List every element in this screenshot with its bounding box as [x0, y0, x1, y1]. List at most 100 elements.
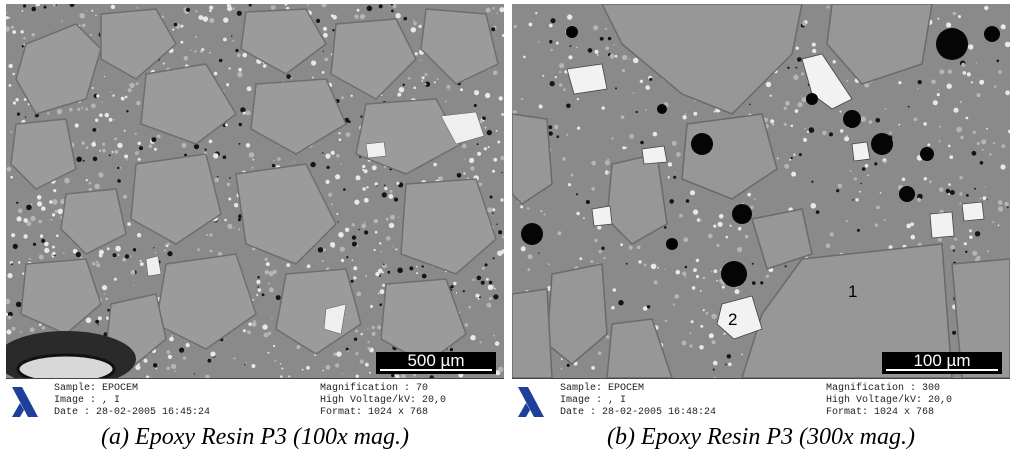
texture-speck — [421, 76, 425, 80]
texture-speck — [874, 162, 878, 166]
texture-speck — [958, 15, 961, 19]
texture-speck — [85, 317, 92, 324]
texture-speck — [949, 190, 955, 195]
date-text: Date : 28-02-2005 16:45:24 — [54, 407, 211, 418]
texture-speck — [363, 197, 369, 203]
texture-speck — [75, 251, 81, 258]
texture-speck — [336, 351, 342, 357]
texture-speck — [388, 194, 394, 199]
texture-speck — [657, 267, 660, 269]
texture-speck — [486, 277, 489, 281]
texture-speck — [139, 146, 143, 151]
texture-speck — [806, 130, 810, 133]
texture-speck — [587, 48, 593, 53]
texture-speck — [182, 356, 187, 360]
texture-speck — [251, 321, 257, 327]
texture-speck — [628, 245, 633, 250]
texture-speck — [272, 269, 277, 274]
texture-speck — [223, 17, 229, 23]
texture-speck — [184, 153, 187, 157]
texture-speck — [262, 324, 268, 330]
texture-speck — [620, 115, 625, 119]
texture-speck — [492, 169, 495, 173]
texture-speck — [206, 234, 208, 236]
texture-speck — [263, 332, 269, 338]
texture-speck — [246, 86, 252, 92]
texture-speck — [21, 10, 24, 12]
texture-speck — [363, 222, 366, 224]
texture-speck — [324, 57, 329, 62]
texture-speck — [88, 188, 93, 192]
texture-speck — [502, 235, 504, 239]
texture-speck — [695, 274, 699, 279]
texture-speck — [917, 197, 922, 202]
texture-speck — [224, 218, 227, 222]
texture-speck — [51, 213, 56, 217]
texture-speck — [846, 79, 849, 82]
texture-speck — [489, 195, 493, 199]
texture-speck — [473, 104, 477, 107]
texture-speck — [477, 298, 480, 300]
texture-speck — [123, 194, 127, 199]
texture-speck — [395, 248, 398, 251]
sem-micrograph-a: 500 µm — [6, 4, 504, 378]
texture-speck — [793, 74, 799, 81]
texture-speck — [69, 4, 75, 8]
texture-speck — [898, 81, 902, 85]
texture-speck — [374, 230, 378, 234]
texture-speck — [939, 69, 945, 75]
texture-speck — [956, 126, 962, 133]
texture-speck — [444, 100, 447, 103]
texture-speck — [462, 143, 467, 149]
texture-speck — [601, 106, 605, 110]
texture-speck — [245, 362, 247, 364]
texture-speck — [288, 375, 291, 378]
texture-speck — [181, 142, 187, 148]
texture-speck — [783, 122, 787, 126]
texture-speck — [726, 354, 731, 359]
texture-speck — [293, 161, 295, 163]
texture-speck — [547, 263, 550, 266]
texture-speck — [23, 4, 27, 8]
texture-speck — [492, 212, 494, 214]
texture-speck — [981, 139, 987, 145]
texture-speck — [102, 142, 106, 146]
voltage-text: High Voltage/kV: 20,0 — [826, 395, 953, 406]
texture-speck — [81, 106, 84, 109]
texture-speck — [365, 362, 369, 367]
texture-speck — [44, 241, 49, 247]
texture-speck — [366, 5, 373, 12]
texture-speck — [747, 192, 752, 197]
texture-speck — [690, 190, 695, 196]
texture-speck — [245, 110, 251, 116]
texture-speck — [931, 79, 936, 85]
texture-speck — [789, 158, 792, 161]
texture-speck — [901, 177, 906, 182]
texture-speck — [652, 131, 658, 137]
texture-speck — [312, 76, 314, 79]
texture-speck — [492, 70, 498, 76]
texture-speck — [860, 182, 862, 185]
texture-speck — [969, 235, 973, 239]
texture-speck — [825, 243, 831, 248]
texture-speck — [194, 50, 197, 53]
texture-speck — [362, 164, 366, 169]
texture-speck — [117, 142, 123, 149]
texture-speck — [114, 137, 118, 141]
texture-speck — [375, 271, 380, 277]
texture-speck — [856, 228, 860, 232]
texture-speck — [729, 224, 732, 227]
texture-speck — [446, 84, 451, 89]
texture-speck — [812, 48, 817, 54]
texture-speck — [136, 233, 142, 238]
texture-speck — [251, 166, 254, 169]
texture-speck — [591, 160, 596, 166]
texture-speck — [487, 284, 494, 290]
texture-speck — [639, 79, 644, 84]
texture-speck — [397, 216, 400, 218]
texture-speck — [708, 233, 713, 239]
texture-speck — [649, 77, 653, 81]
texture-speck — [986, 199, 988, 201]
texture-speck — [907, 105, 910, 108]
texture-speck — [256, 294, 259, 296]
